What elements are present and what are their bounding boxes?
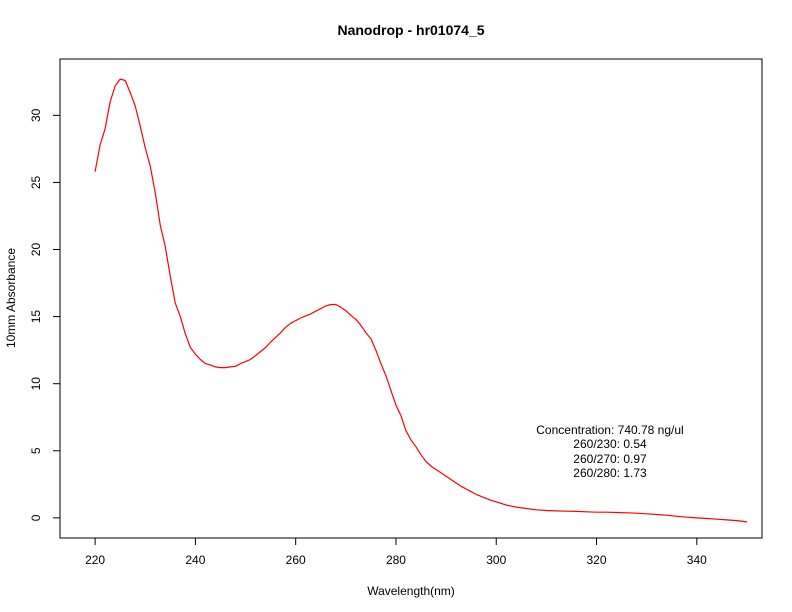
y-tick-label: 10 <box>29 377 43 391</box>
x-tick-label: 300 <box>486 553 506 567</box>
x-tick-label: 280 <box>386 553 406 567</box>
annotation-block: Concentration: 740.78 ng/ul 260/230: 0.5… <box>536 423 683 480</box>
series-layer <box>94 78 748 523</box>
x-axis-label: Wavelength(nm) <box>367 584 455 598</box>
concentration-annotation: Concentration: 740.78 ng/ul <box>536 423 683 437</box>
absorbance-series-line <box>94 78 748 523</box>
x-tick-label: 220 <box>85 553 105 567</box>
ratio-260-270-annotation: 260/270: 0.97 <box>573 452 647 466</box>
x-tick-label: 240 <box>185 553 205 567</box>
chart-title: Nanodrop - hr01074_5 <box>337 22 484 38</box>
plot-frame <box>59 58 763 539</box>
x-tick-label: 260 <box>286 553 306 567</box>
y-axis-label: 10mm Absorbance <box>4 248 18 348</box>
x-tick-label: 320 <box>587 553 607 567</box>
ratio-260-280-annotation: 260/280: 1.73 <box>573 466 647 480</box>
x-tick-label: 340 <box>687 553 707 567</box>
y-tick-label: 5 <box>29 447 43 454</box>
ratio-260-230-annotation: 260/230: 0.54 <box>573 437 647 451</box>
y-tick-label: 30 <box>29 108 43 122</box>
y-tick-label: 0 <box>29 514 43 521</box>
y-axis: 0 5 10 15 20 25 30 <box>29 108 60 521</box>
x-axis: 220 240 260 280 300 320 340 <box>85 538 707 567</box>
y-tick-label: 15 <box>29 310 43 324</box>
y-tick-label: 20 <box>29 243 43 257</box>
y-tick-label: 25 <box>29 175 43 189</box>
